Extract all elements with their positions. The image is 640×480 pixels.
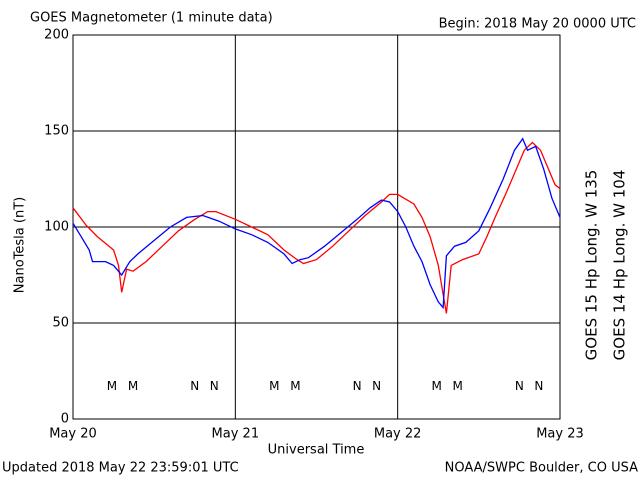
x-tick-label: May 21 [212, 427, 260, 442]
annotation: M [269, 379, 279, 393]
legend-label: GOES 15 Hp Long. W 135 [583, 170, 601, 361]
annotation: M [128, 379, 138, 393]
series-line [72, 141, 561, 314]
y-tick-label: 50 [52, 316, 69, 331]
x-tick-label: May 23 [536, 427, 584, 442]
y-tick-label: 200 [44, 28, 69, 43]
x-axis-label: Universal Time [268, 443, 365, 458]
annotation: N [210, 379, 219, 393]
annotation: N [190, 379, 199, 393]
annotation: M [290, 379, 300, 393]
annotation: M [431, 379, 441, 393]
legend-label: GOES 14 Hp Long. W 104 [611, 170, 629, 361]
x-tick-label: May 20 [49, 427, 97, 442]
annotation: M [453, 379, 463, 393]
annotation: N [515, 379, 524, 393]
y-tick-label: 150 [44, 124, 69, 139]
updated-label: Updated 2018 May 22 23:59:01 UTC [2, 461, 239, 476]
chart-title: GOES Magnetometer (1 minute data) [30, 11, 273, 26]
source-label: NOAA/SWPC Boulder, CO USA [445, 461, 638, 476]
series-line [72, 137, 561, 310]
annotation: N [372, 379, 381, 393]
y-tick-label: 0 [61, 412, 69, 427]
x-tick-label: May 22 [374, 427, 422, 442]
annotation: M [107, 379, 117, 393]
y-tick-label: 100 [44, 220, 69, 235]
plot-border [72, 34, 561, 420]
begin-label: Begin: 2018 May 20 0000 UTC [439, 17, 636, 32]
y-axis-label: NanoTesla (nT) [13, 197, 28, 293]
annotation: N [353, 379, 362, 393]
annotation: N [534, 379, 543, 393]
